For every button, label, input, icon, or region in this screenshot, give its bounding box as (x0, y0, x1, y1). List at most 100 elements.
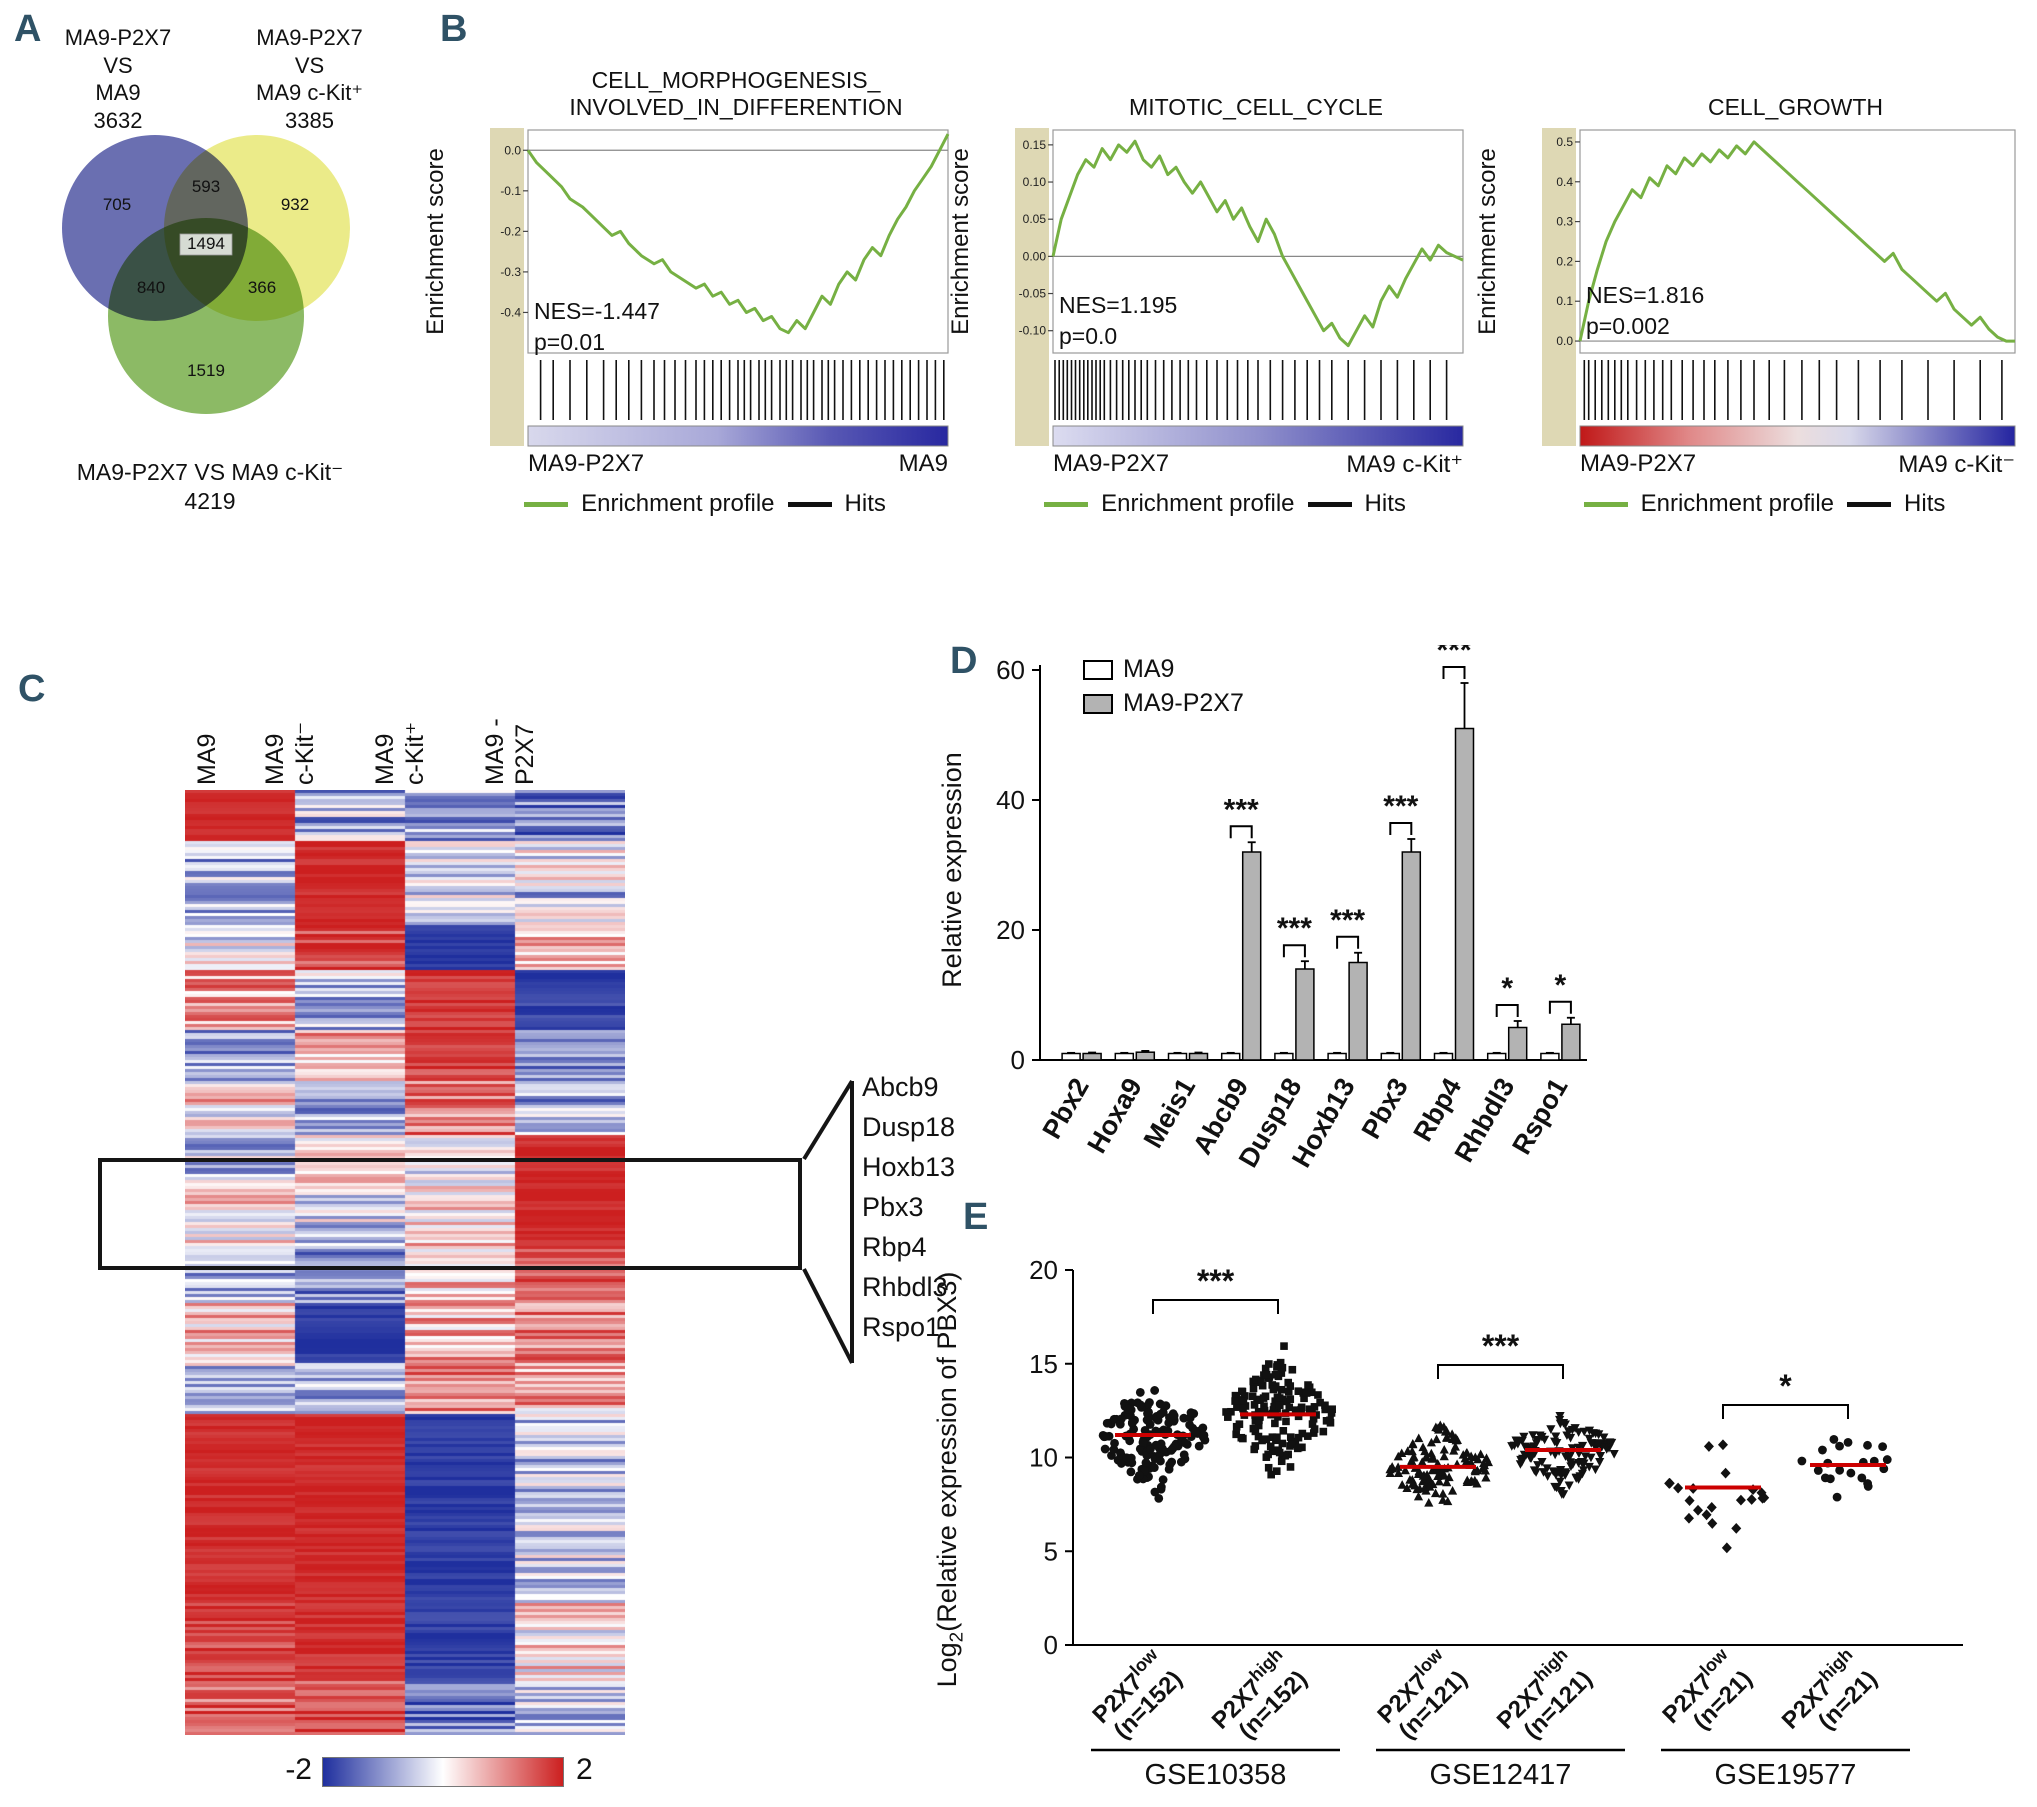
heatmap-col-header-ma9-p2x7: MA9 - P2X7 (481, 718, 539, 785)
panel-b-label: B (440, 8, 468, 50)
phenotype-left: MA9-P2X7 (528, 450, 645, 477)
axis-strip (1542, 128, 1576, 446)
gsea-title-line2: INVOLVED_IN_DIFFERENTION (569, 94, 903, 121)
phenotype-right: MA9 c-Kit⁻ (1898, 451, 2015, 478)
venn-set1-line1: MA9-P2X7 (64, 25, 172, 50)
sig-bracket (1495, 1004, 1519, 1017)
dataset-label: GSE12417 (1430, 1759, 1572, 1791)
scatter-group (1385, 1420, 1494, 1507)
x-group-label: P2X7high(n=21) (1777, 1644, 1883, 1735)
y-tick-label: 0.1 (1556, 294, 1573, 308)
enrichment-curve (1578, 140, 2015, 343)
callout-bracket (802, 1079, 854, 1364)
bar-chart: 0204060Pbx2Hoxa9Meis1***Abcb9***Dusp18**… (996, 645, 1587, 1172)
highlight-box (98, 1158, 802, 1270)
hits-label: Hits (1364, 490, 1406, 517)
nes-value: NES=-1.447 (534, 298, 660, 324)
sig-bracket (1152, 1299, 1279, 1314)
phenotype-gradient (1579, 425, 2016, 447)
gene-label: Rhbdl3 (862, 1272, 948, 1302)
gene-label: Hoxb13 (862, 1152, 956, 1182)
x-group-label: P2X7low(n=21) (1657, 1644, 1757, 1735)
bar (1220, 1052, 1241, 1061)
sig-bracket (1336, 935, 1360, 949)
enrichment-curve (526, 133, 950, 335)
bar (1241, 851, 1262, 1061)
gene-label: Abcb9 (862, 1072, 939, 1102)
panel-e-label: E (963, 1196, 989, 1238)
phenotype-gradient (527, 425, 949, 447)
ma9-p2x7-legend-label: MA9-P2X7 (1123, 689, 1244, 717)
gsea-title-line1: CELL_MORPHOGENESIS_ (591, 66, 881, 93)
hits-line-icon (1847, 501, 1892, 507)
hits-bars (1583, 360, 2003, 420)
y-tick-label: 0 (1044, 1630, 1058, 1660)
venn-set3-line1: MA9-P2X7 VS MA9 c-Kit⁻ (76, 459, 344, 485)
hits-line-icon (787, 501, 832, 507)
venn-count: 932 (281, 195, 309, 214)
hits-bars (539, 360, 945, 420)
gsea-legend: Enrichment profile Hits (975, 490, 1475, 518)
category-label: Hoxa9 (1081, 1073, 1148, 1158)
significance-stars: *** (1383, 790, 1418, 823)
sig-bracket (1437, 1364, 1564, 1379)
pbx3-ylabel: Log2(Relative expression of PBX3) (932, 1271, 968, 1688)
bar (1401, 851, 1422, 1061)
venn-count: 366 (248, 278, 276, 297)
venn-set1-line2: VS (103, 52, 133, 78)
y-tick-label: -0.2 (500, 224, 521, 238)
venn-set1-line3: MA9 (95, 80, 141, 105)
venn-set2-title: MA9-P2X7 VS MA9 c-Kit⁺ 3385 (212, 24, 407, 134)
y-tick-label: 60 (996, 655, 1025, 685)
y-tick-label: 0 (1011, 1045, 1025, 1075)
qpcr-ylabel: Relative expression (937, 752, 967, 988)
sig-bracket (1282, 944, 1306, 958)
sig-bracket (1722, 1404, 1849, 1419)
bar (1454, 727, 1475, 1061)
gsea-phenotype-labels: MA9-P2X7 MA9 (528, 450, 948, 478)
y-tick-label: -0.10 (1019, 324, 1047, 338)
y-tick-label: 10 (1029, 1443, 1058, 1473)
axis-strip (490, 128, 524, 446)
gsea-plot: 0.5 0.4 0.3 0.2 0.1 0.0 (1542, 128, 2016, 447)
colorbar-min-label: -2 (285, 1753, 312, 1786)
heatmap (185, 790, 625, 1735)
gsea-ylabel: Enrichment score (947, 148, 974, 335)
y-tick-label: -0.05 (1019, 287, 1047, 301)
scatter-group (1098, 1386, 1210, 1503)
y-tick-label: 0.4 (1556, 175, 1573, 189)
category-label: Pbx3 (1356, 1073, 1414, 1144)
dataset-label: GSE10358 (1145, 1759, 1287, 1791)
venn-count: 1494 (187, 234, 225, 253)
gsea-stats: NES=1.195 p=0.0 (1059, 290, 1177, 352)
hits-label: Hits (1904, 490, 1946, 517)
enrichment-profile-line-icon (1044, 501, 1089, 507)
bar (1327, 1052, 1347, 1061)
pbx3-panel: 0 5 10 15 20 P2X7low (n=152) P2X7high (n=152) P2X… (932, 1200, 2037, 1805)
venn-count: 705 (103, 195, 131, 214)
gsea-plot: 0.0 -0.1 -0.2 -0.3 -0.4 (490, 128, 950, 447)
significance-stars: * (1555, 969, 1567, 1002)
p-value: p=0.0 (1059, 323, 1118, 350)
venn-count: 1519 (187, 361, 225, 380)
y-tick-label: 0.15 (1023, 138, 1047, 152)
hits-line-icon (1307, 501, 1352, 507)
venn-set1-title: MA9-P2X7 VS MA9 3632 (28, 24, 208, 134)
enrichment-profile-label: Enrichment profile (1101, 490, 1295, 517)
scatter-group (1797, 1435, 1892, 1502)
venn-count: 840 (137, 278, 165, 297)
gsea-ylabel: Enrichment score (1474, 148, 1501, 335)
phenotype-left: MA9-P2X7 (1580, 450, 1697, 477)
ma9-legend-swatch (1083, 659, 1113, 680)
nes-value: NES=1.816 (1586, 282, 1705, 308)
scatter-plot: 0 5 10 15 20 P2X7low(n=152) P2X7high(n=152) P2X… (1029, 1255, 1963, 1791)
y-tick-label: 0.05 (1023, 212, 1047, 226)
p-value: p=0.002 (1586, 313, 1670, 340)
gsea-stats: NES=1.816 p=0.002 (1586, 280, 1704, 342)
bar (1188, 1052, 1209, 1061)
category-label: Pbx2 (1037, 1073, 1095, 1144)
significance-stars: * (1501, 972, 1513, 1005)
bar (1114, 1052, 1135, 1061)
venn-count: 593 (192, 177, 220, 196)
